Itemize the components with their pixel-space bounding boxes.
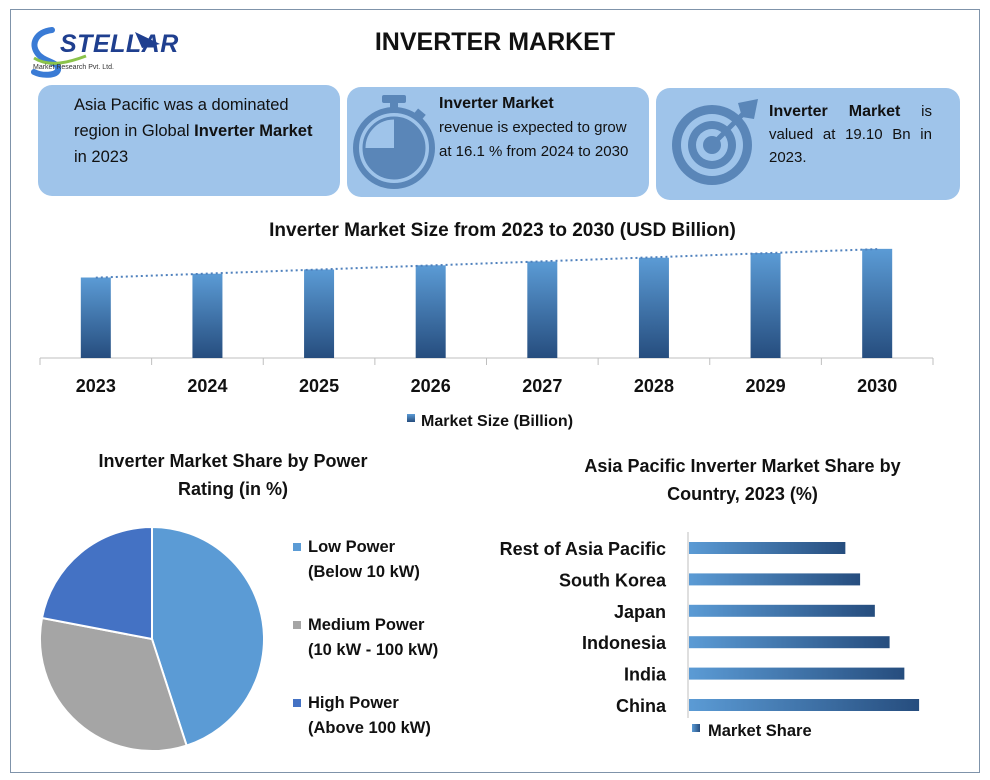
legend-swatch <box>407 414 415 422</box>
hbar-legend-label: Market Share <box>708 722 812 740</box>
pie-chart-title: Inverter Market Share by Power Rating (i… <box>98 451 368 499</box>
card-2-text: Inverter Market revenue is expected to g… <box>439 92 639 164</box>
y-tick-label: India <box>624 665 667 685</box>
pie-legend-label: Medium Power <box>308 616 425 634</box>
hbar-India <box>689 667 905 680</box>
pie-slice <box>39 616 188 752</box>
x-tick-label: 2028 <box>634 376 674 396</box>
stopwatch-icon <box>353 95 435 189</box>
stellar-logo <box>31 27 160 78</box>
bar-2024 <box>192 273 223 358</box>
trendline <box>95 248 878 279</box>
pie-slice <box>40 525 153 641</box>
infographic-frame <box>10 9 980 773</box>
y-tick-label: South Korea <box>559 570 667 590</box>
y-tick-label: Japan <box>614 602 666 622</box>
card-1-pre: Asia Pacific was a dominated region in G… <box>74 96 289 140</box>
hbar-Japan <box>689 604 875 617</box>
legend-label: Market Size (Billion) <box>421 413 573 430</box>
power-rating-pie-chart: Low Power (Below 10 kW) Medium Power (10 kW… <box>39 525 438 752</box>
bar-2026 <box>415 265 446 358</box>
bar-2028 <box>638 257 669 358</box>
pie-legend-swatch <box>293 621 301 629</box>
card-1-text: Asia Pacific was a dominated region in G… <box>74 92 324 170</box>
pie-legend-swatch <box>293 543 301 551</box>
pie-legend-sublabel: (Below 10 kW) <box>308 563 420 581</box>
x-tick-label: 2024 <box>187 376 227 396</box>
card-2-bold: Inverter Market <box>439 95 554 112</box>
card-3-text: Inverter Market is valued at 19.10 Bn in… <box>769 100 932 169</box>
brand-tagline: Market Research Pvt. Ltd. <box>33 64 114 71</box>
hbar-chart-title: Asia Pacific Inverter Market Share by Co… <box>584 456 901 504</box>
bar-2025 <box>304 269 335 358</box>
x-tick-label: 2027 <box>522 376 562 396</box>
info-card-asia-pacific <box>38 85 340 196</box>
x-tick-label: 2025 <box>299 376 339 396</box>
bar-2023 <box>80 277 111 358</box>
target-icon <box>672 99 758 185</box>
y-tick-label: Rest of Asia Pacific <box>500 539 666 559</box>
card-1-bold: Inverter Market <box>194 122 313 140</box>
bar-chart-title: Inverter Market Size from 2023 to 2030 (… <box>269 220 736 241</box>
x-tick-label: 2030 <box>857 376 897 396</box>
card-3-body: is valued at 19.10 Bn in 2023. <box>769 103 933 166</box>
y-tick-label: China <box>616 696 667 716</box>
pie-legend-sublabel: (Above 100 kW) <box>308 719 431 737</box>
brand-name: STELLAR <box>60 30 179 58</box>
bar-2030 <box>862 248 893 358</box>
hbar-South Korea <box>689 573 861 586</box>
pie-legend-label: High Power <box>308 694 399 712</box>
market-size-bar-chart: 2023 2024 2025 2026 2027 2028 2029 2030 Market S… <box>39 248 934 430</box>
pie-legend-swatch <box>293 699 301 707</box>
pie-legend-label: Low Power <box>308 538 396 556</box>
hbar-Indonesia <box>689 636 890 649</box>
pie-legend-sublabel: (10 kW - 100 kW) <box>308 641 438 659</box>
x-tick-label: 2029 <box>746 376 786 396</box>
y-tick-label: Indonesia <box>582 633 667 653</box>
hbar-China <box>689 699 920 711</box>
card-3-bold: Inverter Market <box>769 103 901 120</box>
bar-2027 <box>527 261 558 358</box>
card-2-body: revenue is expected to grow at 16.1 % fr… <box>439 119 629 160</box>
x-tick-label: 2026 <box>411 376 451 396</box>
bar-2029 <box>750 253 781 358</box>
hbar-Rest of Asia Pacific <box>689 542 846 554</box>
x-tick-label: 2023 <box>76 376 116 396</box>
hbar-legend-swatch <box>692 724 700 732</box>
country-share-bar-chart: Rest of Asia Pacific South Korea Japan Indo… <box>500 532 920 740</box>
pie-slice <box>151 525 265 747</box>
page-title: INVERTER MARKET <box>374 28 616 56</box>
card-1-post: in 2023 <box>74 148 129 166</box>
